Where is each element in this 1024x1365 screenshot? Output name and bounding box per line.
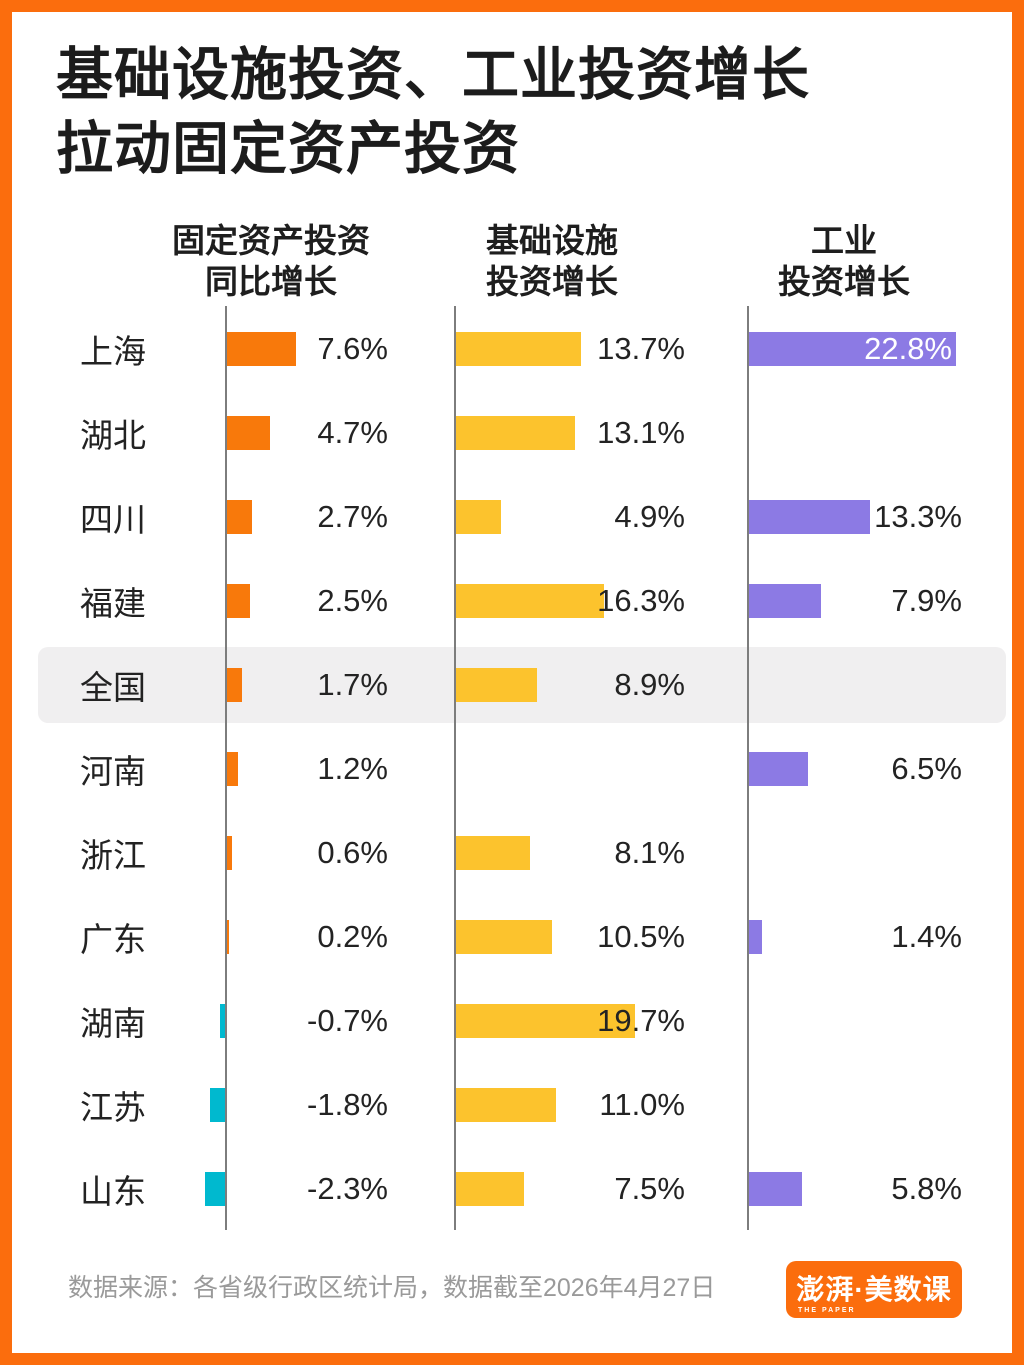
bar-infra (456, 1172, 525, 1206)
value-label-industry: 13.3% (874, 499, 962, 534)
value-label-fixed: 0.2% (317, 919, 388, 954)
table-row: 山东 -2.3% 7.5% 5.8% (0, 1147, 1024, 1231)
bar-fixed (209, 1088, 226, 1122)
bar-infra (456, 332, 581, 366)
column-header-fixed-investment: 固定资产投资 同比增长 (121, 220, 421, 302)
data-source-note: 数据来源：各省级行政区统计局，数据截至2026年4月27日 (68, 1274, 716, 1302)
value-label-infra: 4.9% (614, 499, 685, 534)
bar-infra (456, 1088, 557, 1122)
bar-infra (456, 584, 605, 618)
value-label-infra: 13.7% (597, 331, 685, 366)
value-label-fixed: 7.6% (317, 331, 388, 366)
region-label: 广东 (80, 921, 146, 958)
bar-fixed (227, 416, 270, 450)
bar-infra (456, 836, 530, 870)
region-label: 湖南 (80, 1005, 146, 1042)
region-label: 全国 (80, 669, 146, 706)
column-header-fixed-line2: 同比增长 (205, 263, 337, 300)
region-label: 福建 (80, 585, 146, 622)
region-label: 山东 (80, 1173, 146, 1210)
table-row: 江苏 -1.8% 11.0% (0, 1063, 1024, 1147)
bar-fixed (227, 836, 233, 870)
bar-infra (456, 500, 501, 534)
table-row: 浙江 0.6% 8.1% (0, 811, 1024, 895)
value-label-fixed: 1.7% (317, 667, 388, 702)
table-row: 湖北 4.7% 13.1% (0, 391, 1024, 475)
column-header-infra-line2: 投资增长 (486, 263, 618, 300)
bar-industry (749, 332, 957, 366)
value-label-fixed: 2.7% (317, 499, 388, 534)
value-label-infra: 11.0% (599, 1087, 685, 1122)
value-label-industry: 7.9% (891, 583, 962, 618)
bar-fixed (227, 668, 243, 702)
table-row: 上海 7.6% 13.7% 22.8% (0, 307, 1024, 391)
table-row: 湖南 -0.7% 19.7% (0, 979, 1024, 1063)
value-label-fixed: -2.3% (307, 1171, 388, 1206)
value-label-fixed: -1.8% (307, 1087, 388, 1122)
logo-text: 澎湃·美数课 (796, 1273, 952, 1305)
value-label-infra: 13.1% (597, 415, 685, 450)
bar-industry (749, 500, 871, 534)
table-row: 福建 2.5% 16.3% 7.9% (0, 559, 1024, 643)
bar-fixed (227, 500, 252, 534)
value-label-infra: 7.5% (614, 1171, 685, 1206)
bar-fixed (227, 752, 238, 786)
region-label: 江苏 (80, 1089, 146, 1126)
value-label-industry: 22.8% (864, 331, 952, 366)
bar-industry (749, 920, 762, 954)
table-row: 广东 0.2% 10.5% 1.4% (0, 895, 1024, 979)
value-label-infra: 8.9% (614, 667, 685, 702)
logo-subtext: THE PAPER (798, 1307, 856, 1314)
value-label-industry: 6.5% (891, 751, 962, 786)
bar-infra (456, 416, 576, 450)
title-line-2: 拉动固定资产投资 (56, 117, 520, 181)
column-header-infra-line1: 基础设施 (486, 222, 618, 259)
axis-line-infra (454, 306, 456, 1230)
column-header-industry-line2: 投资增长 (778, 263, 910, 300)
region-label: 四川 (80, 501, 146, 538)
axis-line-fixed (225, 306, 227, 1230)
bar-infra (456, 920, 552, 954)
bar-industry (749, 584, 821, 618)
value-label-infra: 10.5% (597, 919, 685, 954)
value-label-industry: 5.8% (891, 1171, 962, 1206)
bar-infra (456, 668, 537, 702)
region-label: 湖北 (80, 417, 146, 454)
region-label: 河南 (80, 753, 146, 790)
value-label-infra: 19.7% (597, 1003, 685, 1038)
axis-line-industry (747, 306, 749, 1230)
value-label-fixed: -0.7% (307, 1003, 388, 1038)
bar-industry (749, 1172, 802, 1206)
value-label-fixed: 0.6% (317, 835, 388, 870)
value-label-fixed: 2.5% (317, 583, 388, 618)
value-label-infra: 8.1% (614, 835, 685, 870)
column-header-industry: 工业 投资增长 (694, 220, 994, 302)
table-row: 全国 1.7% 8.9% (0, 643, 1024, 727)
bar-fixed (227, 332, 297, 366)
column-header-infrastructure: 基础设施 投资增长 (402, 220, 702, 302)
bar-infra (456, 1004, 636, 1038)
region-label: 上海 (80, 333, 146, 370)
bar-fixed (227, 920, 229, 954)
the-paper-logo: 澎湃·美数课 THE PAPER (786, 1261, 962, 1318)
value-label-fixed: 4.7% (317, 415, 388, 450)
value-label-fixed: 1.2% (317, 751, 388, 786)
column-header-fixed-line1: 固定资产投资 (172, 222, 370, 259)
bar-industry (749, 752, 809, 786)
value-label-infra: 16.3% (597, 583, 685, 618)
bar-fixed (227, 584, 250, 618)
region-label: 浙江 (80, 837, 146, 874)
table-row: 河南 1.2% 6.5% (0, 727, 1024, 811)
page-title: 基础设施投资、工业投资增长 拉动固定资产投资 (56, 38, 810, 186)
bar-fixed (205, 1172, 226, 1206)
value-label-industry: 1.4% (891, 919, 962, 954)
column-header-industry-line1: 工业 (811, 222, 877, 259)
bar-fixed (219, 1004, 226, 1038)
table-row: 四川 2.7% 4.9% 13.3% (0, 475, 1024, 559)
title-line-1: 基础设施投资、工业投资增长 (56, 43, 810, 107)
